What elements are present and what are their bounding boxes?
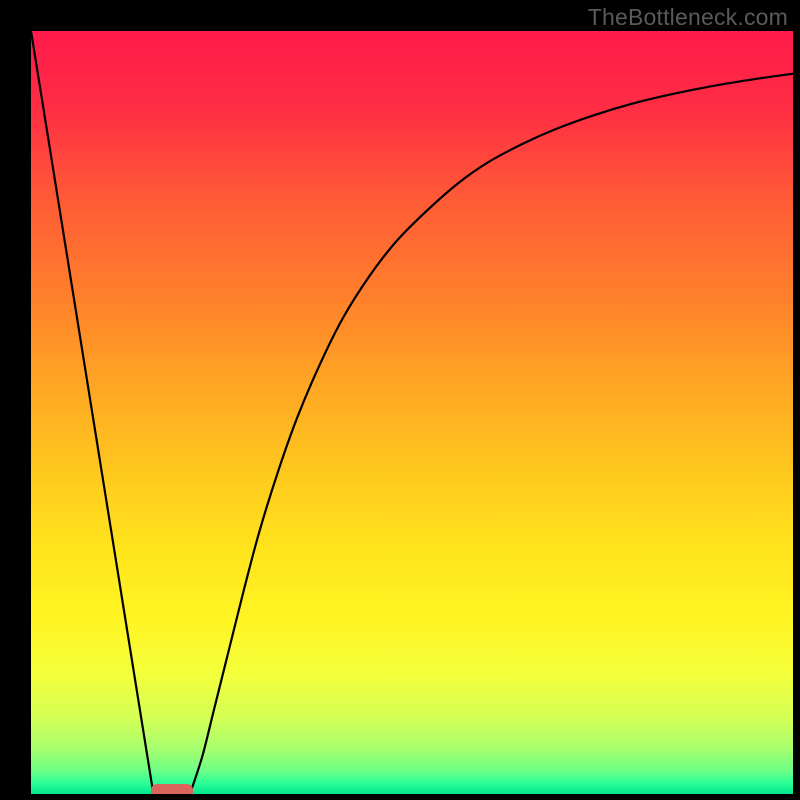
chart-lines — [31, 31, 793, 794]
minimum-marker — [151, 784, 193, 794]
chart-container: TheBottleneck.com — [0, 0, 800, 800]
plot-area — [31, 31, 793, 794]
watermark-text: TheBottleneck.com — [588, 4, 788, 31]
